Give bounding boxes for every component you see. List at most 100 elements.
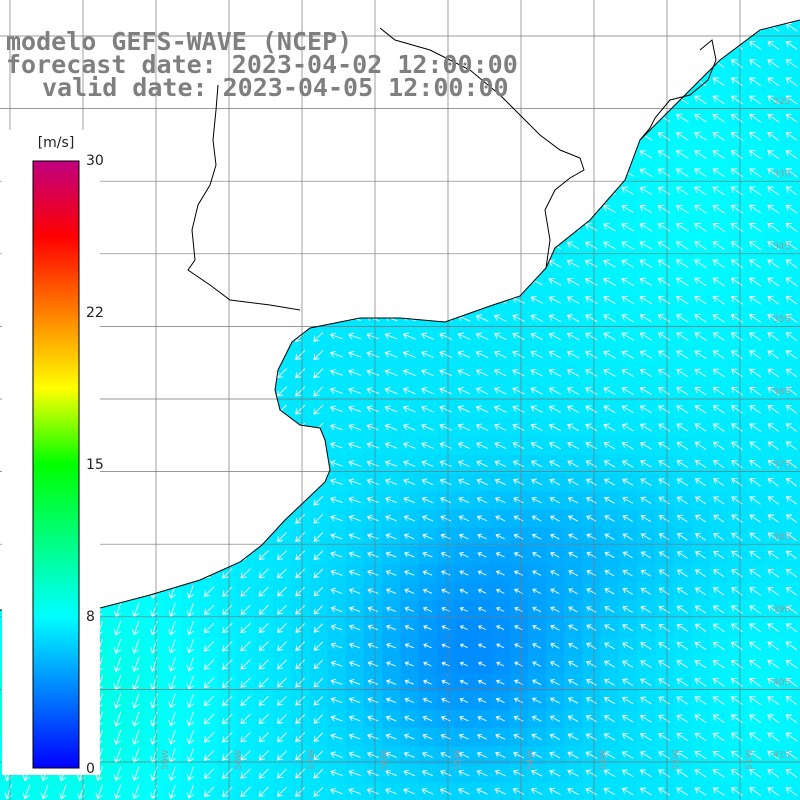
wind-arrow bbox=[694, 660, 707, 669]
wind-arrow bbox=[767, 750, 780, 760]
title-valid-date: valid date: 2023-04-05 12:00:00 bbox=[42, 73, 509, 102]
wind-arrow bbox=[694, 332, 707, 341]
wind-arrow bbox=[421, 478, 434, 486]
wind-arrow bbox=[348, 606, 361, 613]
wind-arrow bbox=[59, 784, 67, 800]
wind-arrow bbox=[658, 769, 671, 778]
wind-arrow bbox=[658, 533, 670, 541]
wind-arrow bbox=[676, 769, 689, 778]
field-cell bbox=[782, 509, 800, 529]
wind-arrow bbox=[585, 751, 598, 759]
wind-arrow bbox=[676, 787, 689, 796]
wind-arrow bbox=[712, 714, 725, 724]
wind-arrow bbox=[295, 732, 306, 743]
wind-arrow bbox=[731, 605, 743, 614]
wind-arrow bbox=[694, 204, 707, 214]
wind-arrow bbox=[621, 714, 634, 723]
wind-arrow bbox=[548, 441, 561, 450]
wind-arrow bbox=[530, 405, 543, 413]
wind-arrow bbox=[731, 423, 743, 432]
field-cell bbox=[782, 691, 800, 711]
wind-arrow bbox=[585, 387, 598, 395]
wind-arrow bbox=[530, 350, 543, 359]
wind-arrow bbox=[457, 423, 471, 431]
wind-arrow bbox=[585, 350, 598, 359]
wind-arrow bbox=[712, 696, 725, 705]
wind-arrow bbox=[329, 460, 343, 467]
wind-arrow bbox=[422, 679, 432, 685]
wind-arrow bbox=[785, 514, 798, 523]
wind-arrow bbox=[604, 569, 615, 577]
wind-arrow bbox=[385, 606, 397, 613]
wind-arrow bbox=[749, 423, 761, 432]
wind-arrow bbox=[423, 643, 432, 649]
field-cell bbox=[782, 218, 800, 238]
wind-arrow bbox=[458, 515, 470, 522]
wind-arrow bbox=[785, 696, 798, 706]
wind-arrow bbox=[657, 277, 671, 287]
wind-arrow bbox=[712, 587, 725, 596]
wind-arrow bbox=[494, 478, 506, 486]
wind-arrow bbox=[749, 514, 761, 523]
longitude-label: 53W bbox=[599, 750, 609, 770]
wind-arrow bbox=[276, 768, 288, 779]
wind-arrow bbox=[313, 331, 324, 342]
wind-arrow bbox=[749, 550, 761, 560]
field-cell bbox=[782, 546, 800, 565]
field-cell bbox=[491, 782, 511, 800]
wind-arrow bbox=[586, 606, 597, 613]
wind-arrow bbox=[277, 550, 287, 561]
wind-arrow bbox=[348, 733, 361, 740]
wind-arrow bbox=[457, 460, 470, 468]
colorbar-tick-30: 30 bbox=[86, 153, 104, 169]
wind-arrow bbox=[240, 713, 251, 725]
wind-arrow bbox=[513, 552, 524, 558]
wind-arrow bbox=[676, 387, 689, 396]
field-cell bbox=[782, 200, 800, 219]
wind-arrow bbox=[676, 551, 688, 559]
wind-arrow bbox=[767, 95, 780, 105]
wind-arrow bbox=[694, 678, 707, 687]
wind-arrow bbox=[494, 787, 506, 795]
wind-arrow bbox=[658, 696, 670, 705]
wind-arrow bbox=[694, 587, 707, 596]
wind-arrow bbox=[348, 332, 362, 340]
wind-arrow bbox=[694, 496, 707, 505]
wind-arrow bbox=[749, 113, 762, 123]
wind-arrow bbox=[439, 441, 452, 449]
wind-arrow bbox=[277, 659, 287, 670]
wind-arrow bbox=[567, 478, 579, 486]
wind-arrow bbox=[313, 605, 324, 615]
wind-arrow bbox=[749, 441, 761, 451]
wind-arrow bbox=[658, 714, 670, 723]
wind-arrow bbox=[749, 405, 761, 414]
wind-arrow bbox=[785, 204, 798, 214]
wind-arrow bbox=[675, 150, 689, 159]
land-mask bbox=[0, 0, 800, 610]
latitude-label: 38S bbox=[773, 533, 790, 543]
wind-arrow bbox=[622, 660, 634, 668]
field-cell bbox=[782, 728, 800, 747]
wind-arrow bbox=[512, 350, 525, 359]
wind-arrow bbox=[767, 386, 780, 396]
wind-arrow bbox=[240, 786, 251, 797]
wind-arrow bbox=[730, 659, 743, 669]
wind-arrow bbox=[277, 677, 287, 688]
wind-arrow bbox=[767, 405, 780, 414]
wind-arrow bbox=[186, 730, 194, 745]
wind-arrow bbox=[585, 423, 598, 432]
longitude-label: 52W bbox=[672, 750, 682, 770]
wind-arrow bbox=[604, 606, 615, 613]
wind-arrow bbox=[459, 661, 468, 667]
wind-arrow bbox=[676, 641, 689, 650]
wind-arrow bbox=[203, 786, 215, 798]
wind-arrow bbox=[402, 441, 416, 449]
wind-arrow bbox=[676, 533, 688, 541]
wind-arrow bbox=[676, 113, 689, 123]
wind-arrow bbox=[493, 405, 507, 413]
wind-arrow bbox=[366, 387, 380, 395]
wind-arrow bbox=[730, 750, 743, 760]
wind-arrow bbox=[441, 643, 450, 649]
field-cell bbox=[782, 254, 800, 274]
wind-arrow bbox=[476, 751, 488, 759]
